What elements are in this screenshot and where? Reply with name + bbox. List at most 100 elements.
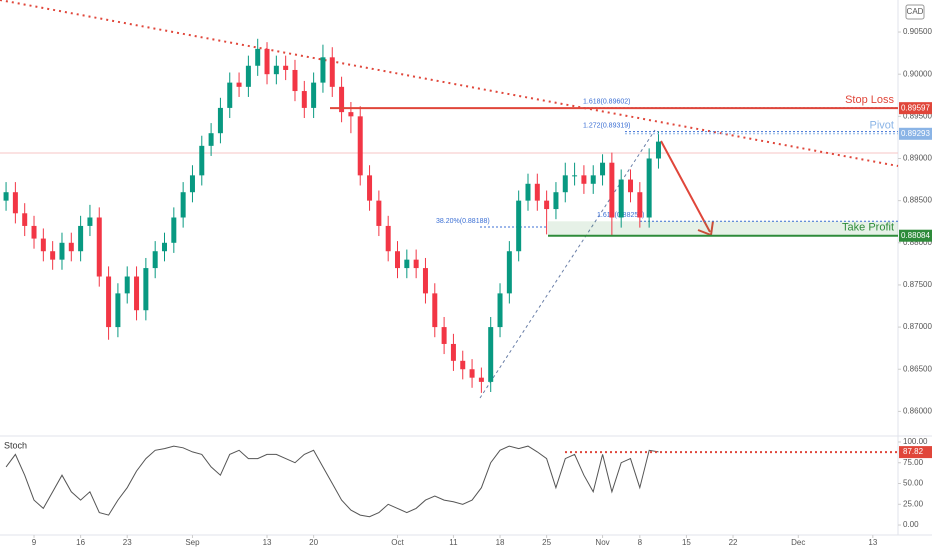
candle-body — [311, 82, 317, 108]
candle-body — [199, 145, 205, 176]
candle-body — [106, 276, 112, 328]
x-tick-label: 22 — [729, 538, 738, 547]
candle-body — [525, 183, 531, 201]
x-tick-label: 11 — [449, 538, 458, 547]
candle-body — [516, 200, 522, 252]
candle-body — [50, 251, 56, 260]
candle-body — [413, 259, 419, 269]
candle-body — [469, 369, 475, 378]
x-tick-label: 20 — [309, 538, 318, 547]
candle-body — [22, 213, 28, 226]
candle-body — [609, 162, 615, 218]
projection-arrow — [660, 140, 711, 233]
stoch-y-tick-label: 0.00 — [903, 520, 919, 529]
candle-body — [339, 86, 345, 113]
price-badge-label: 0.89293 — [901, 129, 930, 138]
fib-label: 38.20%(0.88188) — [436, 218, 490, 225]
candle-body — [217, 107, 223, 134]
candle-body — [255, 48, 261, 66]
candle-body — [404, 259, 410, 269]
x-tick-label: 8 — [638, 538, 643, 547]
stoch-badge — [899, 446, 932, 459]
candle-body — [12, 192, 18, 214]
candle-body — [227, 82, 233, 108]
candle-body — [618, 179, 624, 218]
x-tick-label: 16 — [76, 538, 85, 547]
stoch-line — [5, 445, 659, 518]
candle-body — [180, 192, 186, 218]
stoch-badge-label: 87.82 — [903, 447, 924, 456]
candle-body — [655, 141, 661, 159]
candle-body — [376, 200, 382, 226]
candle-body — [488, 327, 494, 382]
indicator-name: Stoch — [4, 440, 27, 450]
candle-body — [329, 57, 335, 87]
currency-box — [905, 4, 925, 20]
candle-body — [143, 268, 149, 311]
candle-body — [245, 65, 251, 87]
candle-body — [544, 200, 550, 210]
candle-body — [367, 175, 373, 201]
candle-body — [208, 133, 214, 146]
x-tick-label: 25 — [542, 538, 551, 547]
candle-body — [273, 65, 279, 75]
y-tick-label: 0.86000 — [903, 407, 932, 416]
candle-body — [432, 293, 438, 328]
x-tick-label: Oct — [391, 538, 404, 547]
candle-body — [460, 360, 466, 370]
candle-body — [236, 82, 242, 87]
stoch-y-tick-label: 100.00 — [903, 437, 928, 446]
y-tick-label: 0.90000 — [903, 69, 932, 78]
candle-body — [87, 217, 93, 226]
candle-body — [422, 268, 428, 294]
level-name: Stop Loss — [845, 94, 894, 106]
x-tick-label: 18 — [496, 538, 505, 547]
y-tick-label: 0.88500 — [903, 196, 932, 205]
candle-body — [441, 327, 447, 344]
y-tick-label: 0.88000 — [903, 238, 932, 247]
candle-body — [637, 192, 643, 218]
fib-base-line — [479, 129, 656, 399]
candle-body — [78, 225, 84, 252]
price-badge — [899, 102, 932, 115]
candle-body — [590, 175, 596, 184]
candle-body — [320, 57, 326, 83]
candle-body — [357, 116, 363, 176]
candle-body — [189, 175, 195, 193]
price-badge — [899, 127, 932, 140]
level-name: Pivot — [870, 120, 894, 132]
candle-body — [572, 175, 578, 177]
fib-label: 1.272(0.89319) — [583, 122, 630, 129]
y-tick-label: 0.90500 — [903, 27, 932, 36]
take-profit-zone — [548, 221, 898, 236]
level-name: Take Profit — [842, 222, 894, 234]
price-badge-label: 0.89597 — [901, 103, 930, 112]
candle-body — [152, 251, 158, 269]
candle-body — [124, 276, 130, 294]
candle-body — [478, 377, 484, 382]
candle-body — [628, 179, 634, 193]
y-tick-label: 0.89500 — [903, 111, 932, 120]
x-tick-label: Sep — [185, 538, 200, 547]
x-tick-label: 15 — [682, 538, 691, 547]
price-badge — [899, 229, 932, 242]
x-tick-label: 13 — [263, 538, 272, 547]
candle-body — [646, 158, 652, 218]
candle-body — [162, 242, 168, 252]
candle-body — [301, 91, 307, 108]
candle-body — [506, 251, 512, 294]
x-tick-label: 9 — [32, 538, 37, 547]
candle-body — [497, 293, 503, 328]
candle-body — [553, 192, 559, 210]
candle-body — [292, 69, 298, 92]
price-badge-label: 0.88084 — [901, 231, 930, 240]
candle-body — [450, 343, 456, 361]
trend-line — [0, 0, 899, 167]
candle-body — [31, 225, 37, 239]
candle-body — [283, 65, 289, 70]
stoch-y-tick-label: 25.00 — [903, 499, 924, 508]
candle-body — [600, 162, 606, 176]
currency: CAD — [907, 7, 924, 16]
candle-body — [348, 112, 354, 117]
